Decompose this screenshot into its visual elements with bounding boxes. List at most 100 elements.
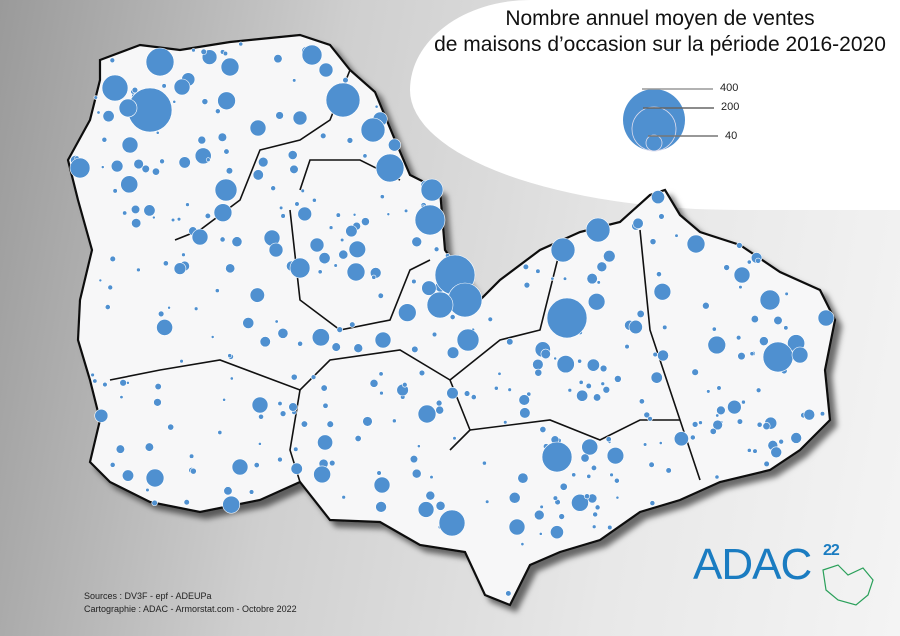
sales-circle xyxy=(178,156,191,169)
sales-circle xyxy=(222,495,241,514)
sales-circle xyxy=(193,306,199,311)
sales-circle xyxy=(313,465,331,484)
sales-circle xyxy=(417,404,437,424)
sales-circle xyxy=(354,435,362,442)
sales-circle xyxy=(181,252,186,257)
title-line-2: de maisons d’occasion sur la période 201… xyxy=(434,33,886,56)
sales-circle xyxy=(112,188,118,194)
sales-circle xyxy=(143,204,156,217)
sales-circle xyxy=(90,372,95,378)
sales-circle xyxy=(447,282,483,318)
sales-circle xyxy=(353,343,364,353)
sales-circle xyxy=(176,217,182,222)
sales-circle xyxy=(435,405,445,415)
sales-circle xyxy=(300,420,308,428)
sales-circle xyxy=(636,309,645,318)
title-line-1: Nombre annuel moyen de ventes xyxy=(505,7,815,30)
sales-circle xyxy=(102,110,115,123)
sales-circle xyxy=(279,410,287,417)
sales-circle xyxy=(689,434,696,441)
sales-circle xyxy=(522,263,529,270)
sales-circle xyxy=(379,194,385,200)
sales-circle xyxy=(109,57,116,64)
sales-circle xyxy=(715,413,720,418)
sales-circle xyxy=(360,117,386,143)
sales-circle xyxy=(433,246,440,252)
sales-circle xyxy=(342,77,349,84)
sales-circle xyxy=(647,416,653,422)
sales-circle xyxy=(223,486,233,496)
sales-circle xyxy=(121,136,139,154)
sales-circle xyxy=(280,213,286,219)
sales-circle xyxy=(258,413,264,420)
sales-circle xyxy=(584,493,590,500)
sales-circle xyxy=(310,374,317,380)
sales-circle xyxy=(242,317,255,329)
sales-circle xyxy=(716,385,722,391)
sales-circle xyxy=(487,316,493,323)
sales-circle xyxy=(273,54,283,64)
sales-circle xyxy=(110,159,124,173)
sales-circle xyxy=(649,500,656,506)
sales-circle xyxy=(215,108,221,114)
sales-circle xyxy=(361,217,370,226)
epci-boundary xyxy=(289,209,431,331)
sales-circle xyxy=(540,348,551,360)
sales-circle xyxy=(374,104,379,109)
sales-circle xyxy=(191,228,209,246)
sales-circle xyxy=(409,455,419,464)
sales-circle xyxy=(92,378,98,384)
sales-circle xyxy=(229,376,234,381)
sales-circle xyxy=(201,98,209,105)
sales-circle xyxy=(290,373,298,381)
sales-circle xyxy=(624,344,630,350)
sales-circle xyxy=(417,501,435,518)
sales-circle xyxy=(101,136,108,143)
sales-circle xyxy=(506,338,514,346)
sales-circle xyxy=(778,438,784,445)
sales-circle xyxy=(252,169,264,181)
sales-circle xyxy=(318,252,331,265)
sales-circle xyxy=(131,218,142,229)
sales-circle xyxy=(346,137,354,144)
sales-circle xyxy=(120,175,139,194)
sales-circle xyxy=(593,393,602,402)
sales-circle xyxy=(550,276,555,281)
sales-circle xyxy=(386,212,391,217)
cartography-credit: Cartographie : ADAC - Armorstat.com - Oc… xyxy=(84,604,297,614)
sales-circle xyxy=(251,396,269,414)
sales-circle xyxy=(102,381,108,388)
sales-circle xyxy=(277,401,283,407)
sales-circle xyxy=(581,438,599,456)
sales-circle xyxy=(326,420,334,428)
sales-circle xyxy=(145,487,150,493)
sales-circle xyxy=(686,234,706,254)
sales-circle xyxy=(591,524,597,530)
sales-circle xyxy=(463,390,471,397)
sales-circle xyxy=(532,358,544,371)
sales-circle xyxy=(706,389,711,394)
sales-circle xyxy=(508,491,521,504)
sales-circle xyxy=(446,346,460,359)
sales-circle xyxy=(214,288,220,294)
sales-circle xyxy=(485,499,490,504)
sales-circle xyxy=(374,331,392,349)
sales-circle xyxy=(411,468,422,479)
sales-circle xyxy=(373,476,391,494)
sales-circle xyxy=(656,271,662,278)
sales-circle xyxy=(341,494,346,500)
sales-circle xyxy=(657,349,669,362)
sales-circle xyxy=(600,381,606,387)
sales-circle xyxy=(763,460,770,468)
sales-circle xyxy=(225,167,234,175)
sales-circle xyxy=(791,346,809,364)
sales-circle xyxy=(287,150,298,160)
sales-circle xyxy=(819,411,826,417)
sales-circle xyxy=(253,462,260,469)
legend-label-400: 400 xyxy=(720,82,739,94)
sales-circle xyxy=(153,398,162,407)
sales-circle xyxy=(309,237,325,253)
sales-circle xyxy=(335,212,341,218)
sales-circle xyxy=(752,448,758,454)
sales-circle xyxy=(652,351,658,358)
